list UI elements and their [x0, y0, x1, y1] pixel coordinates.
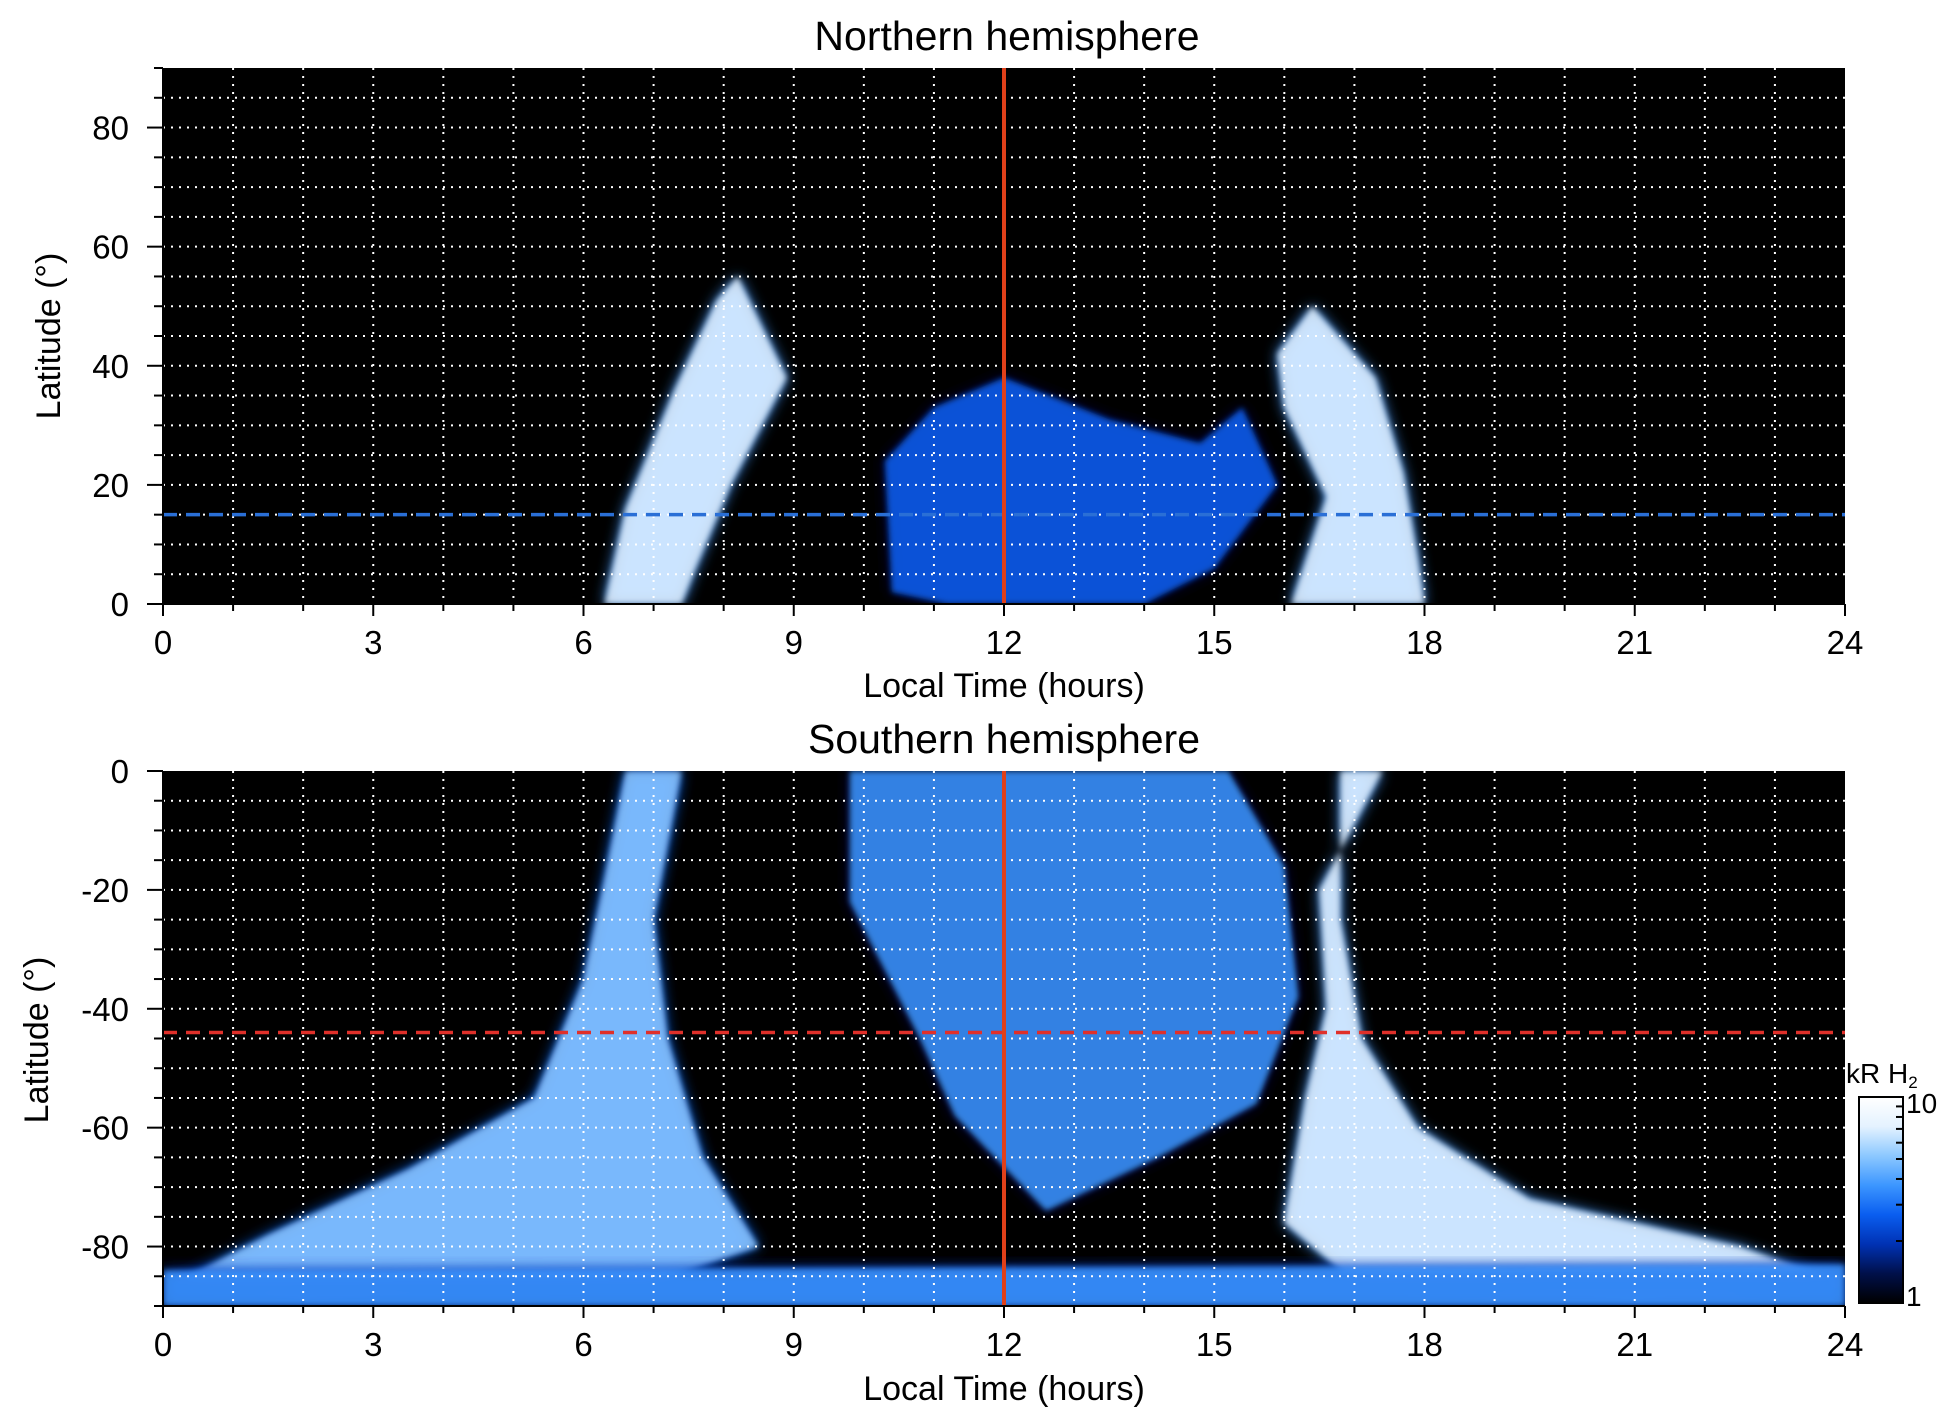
x-tick-label: 3	[364, 1326, 382, 1363]
y-tick-label: 60	[92, 229, 129, 266]
y-tick-label: 0	[111, 586, 129, 623]
x-tick-label: 18	[1406, 624, 1443, 661]
north-axes: 0 3 6 9 12 15 18 21 24 0 20 40 60 80	[92, 67, 1864, 661]
x-tick-label: 15	[1196, 624, 1233, 661]
south-emission	[163, 771, 1845, 1306]
x-tick-label: 15	[1196, 1326, 1233, 1363]
y-tick-label: 20	[92, 467, 129, 504]
south-panel: Southern hemisphere 0 3 6 9 12 15 18 21 24 0 -20 -4…	[18, 716, 1863, 1408]
y-tick-label: -80	[81, 1229, 129, 1266]
x-tick-label: 12	[986, 1326, 1023, 1363]
north-panel: Northern hemisphere 0 3 6 9 12 15 18 21 24 0 20 40 6…	[30, 13, 1863, 705]
south-ref-lines	[163, 771, 1845, 1306]
colorbar-tick-label-min: 1	[1906, 1281, 1922, 1312]
colorbar-tick-label-max: 10	[1906, 1088, 1937, 1119]
colorbar-unit-subscript: 2	[1908, 1073, 1917, 1092]
south-axes: 0 3 6 9 12 15 18 21 24 0 -20 -40 -60 -80	[81, 753, 1863, 1363]
colorbar-bar	[1858, 1096, 1904, 1304]
north-title: Northern hemisphere	[814, 13, 1199, 59]
north-y-axis-label: Latitude (°)	[30, 253, 68, 420]
x-tick-label: 24	[1827, 1326, 1864, 1363]
emission-region	[177, 771, 759, 1295]
x-tick-label: 0	[154, 1326, 172, 1363]
emission-region	[849, 771, 1299, 1211]
x-tick-label: 21	[1616, 624, 1653, 661]
colorbar-ticks	[1891, 1096, 1903, 1304]
x-tick-label: 18	[1406, 1326, 1443, 1363]
south-x-axis-label: Local Time (hours)	[863, 1370, 1145, 1408]
x-tick-label: 21	[1616, 1326, 1653, 1363]
south-y-axis-label: Latitude (°)	[18, 957, 56, 1124]
emission-region	[1284, 771, 1838, 1295]
south-title: Southern hemisphere	[808, 716, 1200, 762]
x-tick-label: 0	[154, 624, 172, 661]
x-tick-label: 6	[574, 624, 592, 661]
x-tick-label: 9	[785, 1326, 803, 1363]
colorbar: kR H2 10 1	[1846, 1058, 1937, 1312]
y-tick-label: -20	[81, 872, 129, 909]
y-tick-label: -40	[81, 991, 129, 1028]
x-tick-label: 3	[364, 624, 382, 661]
x-tick-label: 12	[986, 624, 1023, 661]
north-ref-lines	[163, 68, 1845, 604]
y-tick-label: -60	[81, 1110, 129, 1147]
emission-region	[1277, 306, 1425, 604]
colorbar-unit-prefix: kR H	[1846, 1058, 1908, 1089]
y-tick-label: 40	[92, 348, 129, 385]
north-emission	[604, 276, 1425, 604]
x-tick-label: 6	[574, 1326, 592, 1363]
y-tick-label: 0	[111, 753, 129, 790]
x-tick-label: 24	[1827, 624, 1864, 661]
emission-region	[884, 377, 1278, 604]
colorbar-unit-label: kR H2	[1846, 1058, 1918, 1092]
emission-region	[604, 276, 787, 604]
y-tick-label: 80	[92, 110, 129, 147]
north-x-axis-label: Local Time (hours)	[863, 667, 1145, 705]
x-tick-label: 9	[785, 624, 803, 661]
